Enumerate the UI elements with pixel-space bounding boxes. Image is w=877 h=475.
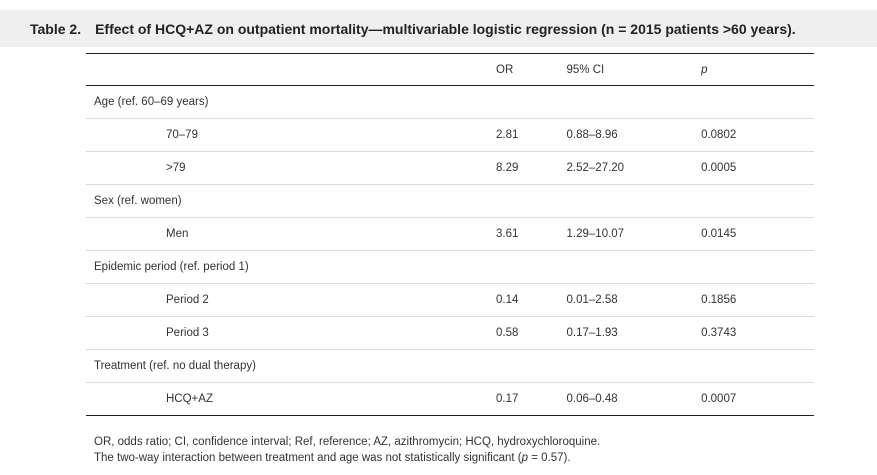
header-or: OR	[496, 63, 514, 76]
row-label: 70–79	[166, 129, 198, 141]
or-cell: 2.81	[496, 129, 519, 141]
ci-cell	[567, 350, 702, 383]
or-cell: 3.61	[496, 228, 519, 240]
p-cell: 0.1856	[701, 294, 737, 306]
row-label: HCQ+AZ	[166, 393, 213, 405]
table-row: Treatment (ref. no dual therapy)	[86, 350, 814, 383]
ci-cell: 0.88–8.96	[566, 129, 618, 141]
p-cell: 0.3743	[701, 327, 737, 339]
or-cell	[496, 185, 567, 218]
interaction-text: The two-way interaction between treatmen…	[94, 452, 522, 464]
row-label: Period 2	[166, 294, 209, 306]
ci-cell	[567, 86, 702, 119]
or-cell	[496, 86, 567, 119]
abbreviations-note: OR, odds ratio; CI, confidence interval;…	[94, 436, 601, 448]
ci-cell	[567, 185, 702, 218]
table-row: >79 8.29 2.52–27.20 0.0005	[86, 152, 814, 185]
ci-cell: 2.52–27.20	[566, 162, 625, 174]
interaction-p-symbol: p	[521, 452, 529, 464]
header-ci: 95% CI	[566, 63, 605, 76]
table-row: Epidemic period (ref. period 1)	[86, 251, 814, 284]
ci-cell: 0.17–1.93	[566, 327, 618, 339]
or-cell: 0.17	[496, 393, 519, 405]
or-cell: 8.29	[496, 162, 519, 174]
p-cell	[701, 86, 814, 119]
p-cell: 0.0802	[701, 129, 737, 141]
ci-cell: 1.29–10.07	[566, 228, 625, 240]
table-caption: Table 2. Effect of HCQ+AZ on outpatient …	[0, 10, 877, 47]
regression-table: OR 95% CI p Age (ref. 60–69 years) 70–79…	[86, 53, 814, 416]
table-label: Table 2.	[30, 20, 82, 37]
row-label: Treatment (ref. no dual therapy)	[94, 360, 256, 372]
table-row: HCQ+AZ 0.17 0.06–0.48 0.0007	[86, 383, 814, 416]
p-cell: 0.0145	[701, 228, 737, 240]
row-label: >79	[166, 162, 186, 174]
header-row: OR 95% CI p	[86, 53, 814, 86]
row-label: Epidemic period (ref. period 1)	[94, 261, 249, 273]
row-label: Sex (ref. women)	[94, 195, 182, 207]
table-row: Period 2 0.14 0.01–2.58 0.1856	[86, 284, 814, 317]
p-cell: 0.0005	[701, 162, 737, 174]
ci-cell: 0.01–2.58	[566, 294, 618, 306]
table-title: Effect of HCQ+AZ on outpatient mortality…	[95, 20, 796, 37]
or-cell: 0.14	[496, 294, 519, 306]
table-row: Men 3.61 1.29–10.07 0.0145	[86, 218, 814, 251]
table-row: Sex (ref. women)	[86, 185, 814, 218]
header-variable	[86, 54, 496, 86]
or-cell	[496, 350, 567, 383]
header-p: p	[701, 63, 708, 76]
regression-table-container: OR 95% CI p Age (ref. 60–69 years) 70–79…	[86, 53, 814, 416]
p-cell: 0.0007	[701, 393, 737, 405]
p-cell	[701, 251, 814, 284]
table-row: 70–79 2.81 0.88–8.96 0.0802	[86, 119, 814, 152]
row-label: Age (ref. 60–69 years)	[94, 96, 209, 108]
table-row: Period 3 0.58 0.17–1.93 0.3743	[86, 317, 814, 350]
row-label: Men	[166, 228, 189, 240]
or-cell: 0.58	[496, 327, 519, 339]
table-footnotes: OR, odds ratio; CI, confidence interval;…	[94, 434, 600, 466]
or-cell	[496, 251, 567, 284]
ci-cell: 0.06–0.48	[566, 393, 618, 405]
p-cell	[701, 350, 814, 383]
row-label: Period 3	[166, 327, 209, 339]
interaction-value: = 0.57).	[528, 452, 571, 464]
ci-cell	[567, 251, 702, 284]
table-row: Age (ref. 60–69 years)	[86, 86, 814, 119]
interaction-note: The two-way interaction between treatmen…	[94, 450, 600, 466]
p-cell	[701, 185, 814, 218]
